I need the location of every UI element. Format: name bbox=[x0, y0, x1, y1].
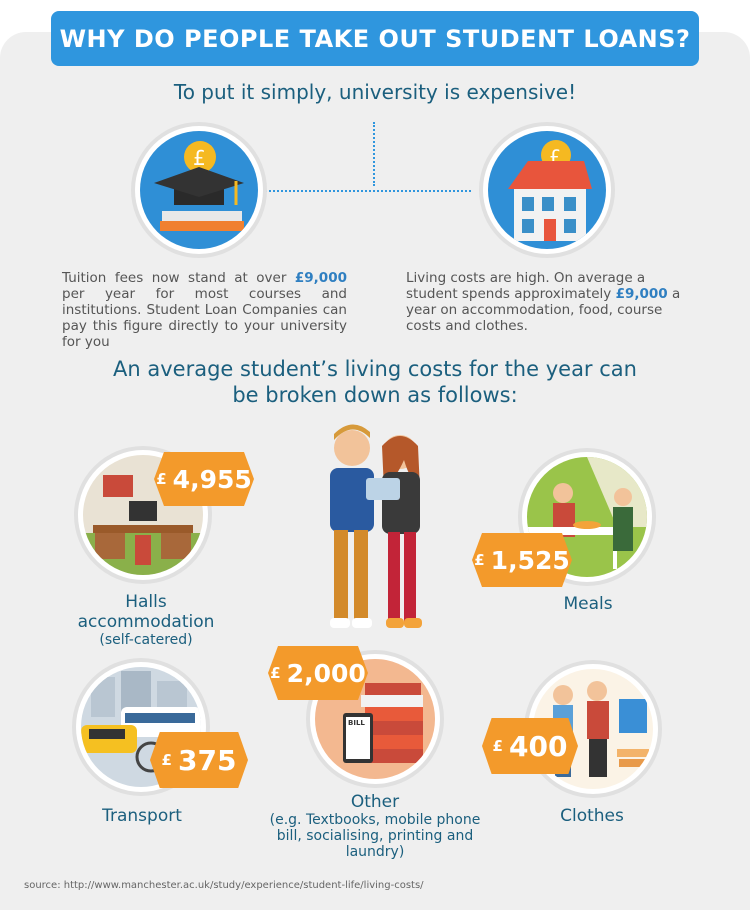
tuition-text: Tuition fees now stand at over £9,000 pe… bbox=[62, 270, 347, 350]
halls-label: Halls accommodation (self-catered) bbox=[77, 592, 215, 648]
connector-vertical bbox=[373, 122, 375, 186]
connector-horizontal bbox=[253, 190, 471, 192]
breakdown-heading: An average student’s living costs for th… bbox=[113, 357, 637, 407]
transport-label: Transport bbox=[102, 806, 182, 826]
meals-label: Meals bbox=[563, 594, 613, 614]
svg-text:£: £ bbox=[193, 146, 206, 170]
transport-price-badge: £375 bbox=[150, 732, 248, 788]
halls-illustration bbox=[78, 450, 208, 580]
page-title: WHY DO PEOPLE TAKE OUT STUDENT LOANS? bbox=[51, 11, 699, 66]
clothes-label: Clothes bbox=[560, 806, 624, 826]
tuition-illustration: £ bbox=[135, 126, 263, 254]
bill-text: BILL bbox=[348, 719, 365, 727]
source-citation: source: http://www.manchester.ac.uk/stud… bbox=[24, 880, 424, 891]
living-illustration: £ bbox=[483, 126, 611, 254]
clothes-price-badge: £400 bbox=[482, 718, 578, 774]
taxi-bike-icon bbox=[81, 671, 201, 773]
students-illustration bbox=[330, 424, 422, 628]
subtitle: To put it simply, university is expensiv… bbox=[173, 80, 577, 104]
tuition-amount: £9,000 bbox=[294, 270, 347, 286]
living-amount: £9,000 bbox=[615, 286, 668, 302]
meals-price-badge: £1,525 bbox=[472, 533, 572, 587]
other-label: Other (e.g. Textbooks, mobile phone bill… bbox=[269, 792, 481, 860]
other-price-badge: £2,000 bbox=[268, 646, 368, 700]
living-text: Living costs are high. On average a stud… bbox=[406, 270, 681, 334]
graduation-cap-icon: £ bbox=[154, 141, 244, 231]
books-bill-icon: BILL bbox=[343, 683, 423, 763]
house-icon: £ bbox=[508, 140, 592, 241]
halls-price-badge: £4,955 bbox=[154, 452, 254, 506]
